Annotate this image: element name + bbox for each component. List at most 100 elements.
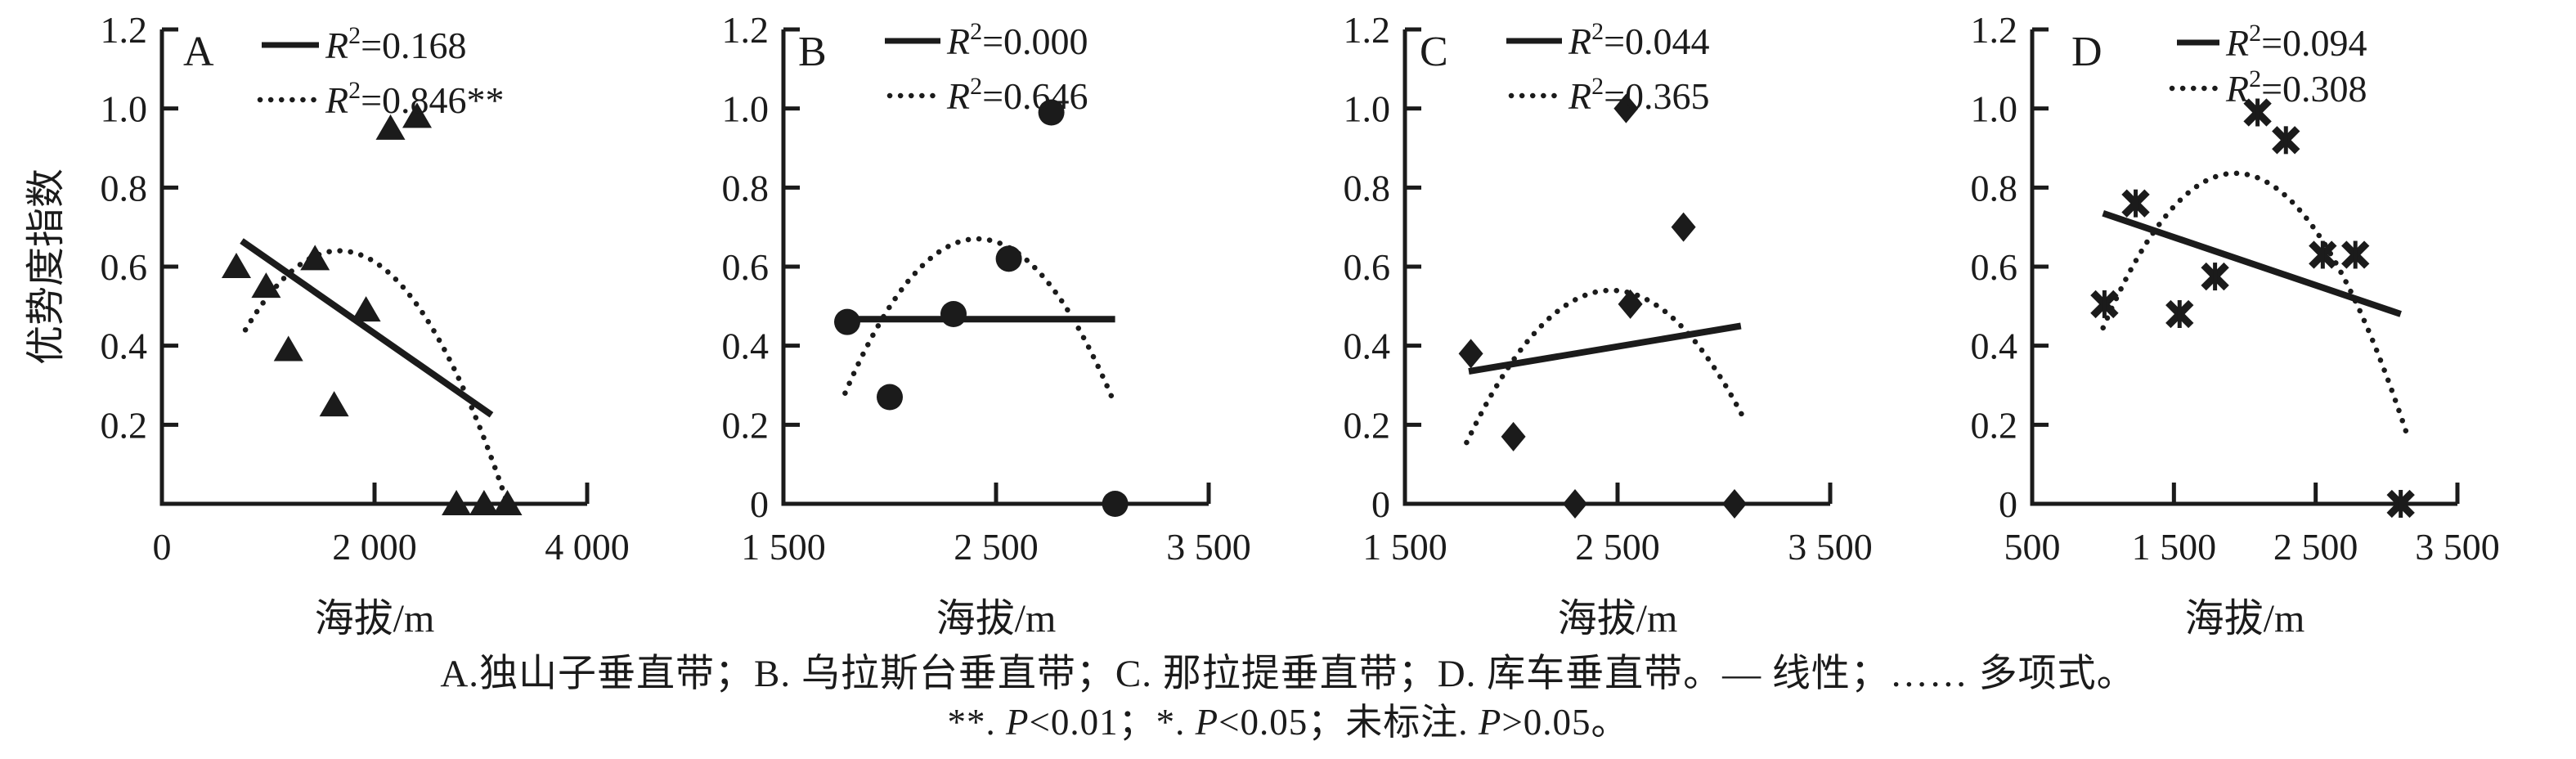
y-tick-label: 1.0 [101, 88, 148, 130]
triangle-marker [402, 102, 432, 128]
x-axis-title: 海拔/m [1558, 597, 1678, 640]
x-tick-label: 2 500 [2273, 526, 2358, 568]
x-axis-title: 海拔/m [936, 597, 1057, 640]
y-tick-label: 0.4 [722, 326, 770, 367]
circle-marker [1038, 99, 1065, 126]
legend-r2-label: R2=0.168 [325, 22, 467, 66]
circle-marker [940, 301, 967, 327]
panel-C: 1.2 1.0 0.8 0.6 0.4 0.2 01 500 2 500 3 500 海拔/m C R… [1344, 9, 1873, 640]
legend-entry-solid: R2=0.044 [1506, 18, 1710, 62]
polynomial-fit-curve [1464, 287, 1746, 446]
panel-letter: D [2071, 29, 2103, 75]
y-tick-label: 0.8 [101, 167, 148, 209]
panel-letter: B [798, 29, 827, 75]
y-tick-label: 0.6 [1971, 246, 2018, 288]
x-tick-label: 2 500 [954, 526, 1039, 568]
asterisk-marker [2201, 262, 2229, 291]
y-tick-label: 0.2 [1344, 404, 1391, 446]
y-tick-label: 0 [1999, 483, 2017, 525]
x-tick-label: 4 000 [545, 526, 630, 568]
asterisk-marker [2341, 240, 2370, 269]
y-tick-label: 1.2 [101, 9, 148, 51]
panel-B: 1.2 1.0 0.8 0.6 0.4 0.2 01 500 2 500 3 500 海拔/m B R… [722, 9, 1251, 640]
y-tick-label: 0.2 [722, 404, 770, 446]
legend-r2-label: R2=0.094 [2225, 20, 2367, 64]
x-tick-label: 2 000 [332, 526, 417, 568]
diamond-marker [1618, 289, 1643, 319]
caption-p-symbol: P [1195, 702, 1219, 743]
legend-r2-label: R2=0.000 [946, 18, 1088, 62]
asterisk-marker [2309, 240, 2337, 269]
circle-marker [877, 384, 903, 411]
x-tick-label: 1 500 [741, 526, 826, 568]
panel-letter: C [1420, 29, 1448, 75]
x-tick-label: 1 500 [1362, 526, 1447, 568]
triangle-marker [492, 490, 523, 515]
triangle-marker [375, 114, 406, 140]
caption-p-symbol: P [1478, 702, 1502, 743]
y-tick-label: 0 [750, 483, 769, 525]
y-axis-title: 优势度指数 [25, 168, 68, 365]
panel-A: 1.2 1.0 0.8 0.6 0.4 0.2 0 2 000 4 000 海拔/m A R2=0.1… [101, 9, 630, 640]
diamond-marker [1458, 339, 1483, 369]
legend-entry-dotted: R2=0.846** [257, 77, 505, 121]
x-tick-label: 3 500 [1166, 526, 1251, 568]
legend-entry-solid: R2=0.168 [262, 22, 467, 66]
diamond-marker [1563, 489, 1587, 519]
diamond-marker [1613, 93, 1639, 124]
asterisk-marker [2386, 489, 2415, 519]
asterisk-marker [2165, 299, 2194, 329]
x-tick-label: 500 [2004, 526, 2061, 568]
y-tick-label: 1.0 [1344, 88, 1391, 130]
chart-canvas: 优势度指数 1.2 1.0 0.8 0.6 0.4 0.2 0 2 000 4 000 海拔/m A R… [25, 9, 2500, 640]
diamond-marker [1671, 212, 1696, 242]
caption-p-symbol: P [1006, 702, 1030, 743]
figure-caption-line1: A.独山子垂直带；B. 乌拉斯台垂直带；C. 那拉提垂直带；D. 库车垂直带。—… [440, 653, 2136, 695]
y-tick-label: 1.0 [722, 88, 770, 130]
y-tick-label: 0.8 [722, 167, 770, 209]
triangle-marker [273, 335, 303, 362]
legend-entry-solid: R2=0.000 [885, 18, 1088, 62]
x-tick-label: 1 500 [2132, 526, 2217, 568]
legend-r2-label: R2=0.308 [2225, 65, 2367, 110]
polynomial-fit-curve [242, 248, 510, 507]
diamond-marker [1722, 489, 1747, 519]
y-tick-label: 0.6 [1344, 246, 1391, 288]
linear-fit-line [240, 238, 494, 418]
y-tick-label: 0.4 [101, 326, 148, 367]
triangle-marker [251, 272, 281, 299]
y-tick-label: 0.4 [1971, 326, 2018, 367]
legend-entry-dotted: R2=0.646 [886, 73, 1088, 117]
x-tick-label: 3 500 [2415, 526, 2500, 568]
linear-fit-line [2102, 209, 2402, 317]
circle-marker [995, 245, 1022, 272]
y-tick-label: 0.6 [101, 246, 148, 288]
x-tick-label: 2 500 [1575, 526, 1660, 568]
figure-caption-line2: **. P<0.01；*. P<0.05；未标注. P>0.05。 [0, 700, 2576, 744]
x-axis-title: 海拔/m [315, 597, 435, 640]
asterisk-marker [2090, 290, 2119, 319]
legend-entry-dotted: R2=0.365 [1508, 73, 1710, 117]
circle-marker [1102, 491, 1129, 517]
triangle-marker [300, 245, 330, 271]
triangle-marker [351, 296, 381, 322]
triangle-marker [319, 391, 349, 417]
legend-r2-label: R2=0.846** [325, 77, 505, 121]
triangle-marker [442, 490, 472, 515]
x-tick-label: 3 500 [1788, 526, 1873, 568]
triangle-marker [469, 490, 499, 515]
legend-r2-label: R2=0.365 [1568, 73, 1710, 117]
y-tick-label: 1.2 [1344, 9, 1391, 51]
diamond-marker [1501, 421, 1526, 451]
y-tick-label: 1.2 [1971, 9, 2018, 51]
y-tick-label: 1.2 [722, 9, 770, 51]
y-tick-label: 0.6 [722, 246, 770, 288]
legend-r2-label: R2=0.044 [1568, 18, 1710, 62]
y-tick-label: 1.0 [1971, 88, 2018, 130]
panel-letter: A [183, 29, 214, 75]
caption-text: **. [947, 702, 1007, 743]
triangle-marker [222, 253, 251, 278]
x-tick-label: 0 [153, 526, 172, 568]
linear-fit-line [1468, 322, 1742, 375]
